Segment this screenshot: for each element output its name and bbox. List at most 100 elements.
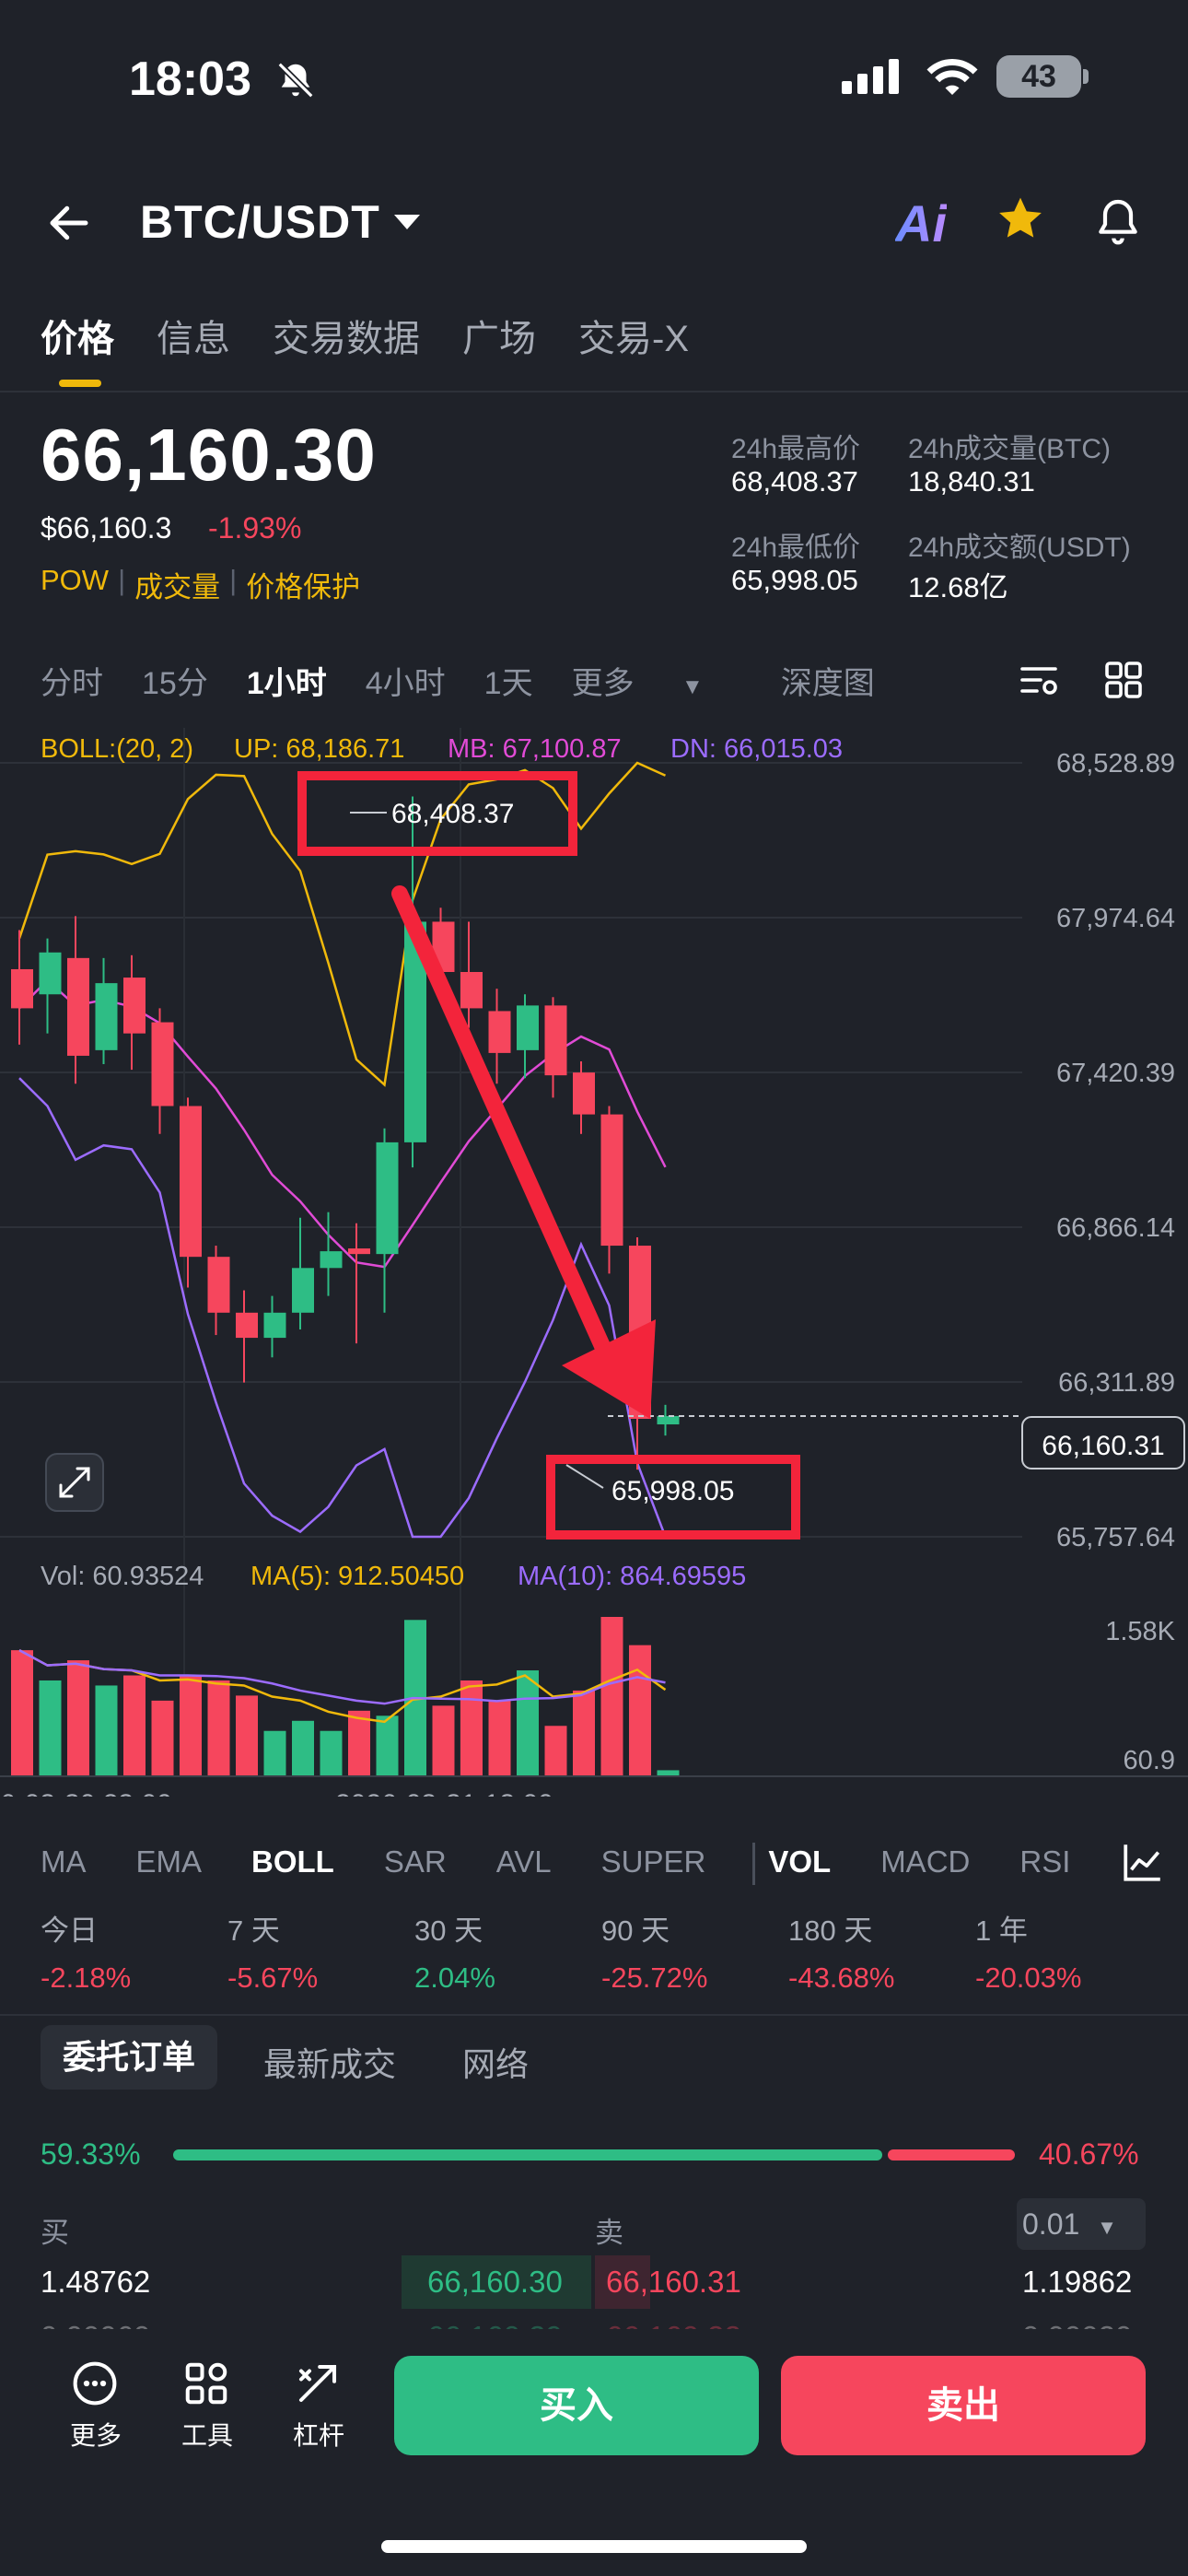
red-arrow-head	[562, 1319, 656, 1419]
volume-bar	[263, 1730, 286, 1776]
ind-super[interactable]: SUPER	[600, 1844, 706, 1879]
interval-1h[interactable]: 1小时	[246, 666, 327, 701]
trading-pair-title[interactable]: BTC/USDT	[140, 196, 380, 248]
tab-recent-trades[interactable]: 最新成交	[263, 2045, 397, 2083]
perf-value: -2.18%	[41, 1961, 132, 1994]
bid-price[interactable]: 66,160.30	[427, 2265, 563, 2299]
indicator-chart-icon[interactable]	[1120, 1839, 1166, 1885]
legend-boll: BOLL:(20, 2)	[41, 734, 193, 764]
buy-ratio-bar	[173, 2149, 882, 2160]
volume-bar	[657, 1770, 680, 1776]
bid-depth-bar	[402, 2255, 591, 2309]
perf-today: 今日 -2.18%	[41, 1907, 131, 1995]
tab-price[interactable]: 价格	[41, 319, 114, 359]
tag-price-protection[interactable]: 价格保护	[246, 571, 361, 603]
orderbook-divider	[0, 2014, 1188, 2016]
volume-bar	[600, 1617, 623, 1776]
ind-rsi[interactable]: RSI	[1019, 1844, 1071, 1879]
interval-4h[interactable]: 4小时	[365, 666, 446, 701]
ask-price[interactable]: 66,160.31	[606, 2265, 741, 2299]
volume-bar	[123, 1675, 146, 1776]
ind-avl[interactable]: AVL	[495, 1844, 552, 1879]
low-annotation: 65,998.05	[611, 1476, 734, 1506]
buy-button[interactable]: 买入	[394, 2356, 759, 2455]
candle-body	[460, 971, 483, 1009]
ask-qty[interactable]: 1.19862	[1022, 2265, 1133, 2299]
precision-select[interactable]: 0.01 ▼	[1017, 2198, 1146, 2250]
legend-boll-up: UP: 68,186.71	[234, 734, 404, 764]
volume-bar	[207, 1680, 230, 1776]
ind-ma[interactable]: MA	[41, 1844, 87, 1879]
x-tick-1: 2026-03-31 13:00	[335, 1789, 553, 1797]
volume-bar	[236, 1695, 258, 1776]
candle-body	[657, 1415, 680, 1425]
volume-bar	[629, 1645, 651, 1776]
interval-15m[interactable]: 15分	[142, 666, 208, 701]
candle-body	[95, 983, 118, 1050]
chart-grid	[0, 728, 1022, 1776]
interval-timeline[interactable]: 分时	[41, 666, 103, 701]
tag-pow[interactable]: POW	[41, 564, 110, 596]
volume-bar	[95, 1685, 118, 1776]
sell-column-label: 卖	[595, 2217, 623, 2249]
interval-depth-chart[interactable]: 深度图	[780, 666, 875, 701]
interval-more[interactable]: 更多 ▼	[572, 658, 742, 703]
pair-dropdown-icon[interactable]	[394, 215, 420, 229]
tab-trade-x[interactable]: 交易-X	[578, 319, 689, 359]
volume-bar	[376, 1715, 399, 1776]
volume-bar	[39, 1680, 62, 1776]
ind-boll[interactable]: BOLL	[251, 1844, 334, 1879]
precision-value: 0.01	[1022, 2207, 1080, 2241]
bid-qty[interactable]: 1.48762	[41, 2265, 151, 2299]
tab-order-book[interactable]: 委托订单	[41, 2025, 217, 2090]
y-tick: 66,866.14	[1056, 1213, 1175, 1243]
perf-label: 30 天	[414, 1914, 483, 1947]
volume-bar	[432, 1705, 455, 1776]
sell-button[interactable]: 卖出	[781, 2356, 1146, 2455]
interval-1d[interactable]: 1天	[483, 666, 533, 701]
bell-off-icon	[277, 62, 314, 99]
alert-bell-icon[interactable]	[1092, 195, 1144, 247]
tab-info[interactable]: 信息	[157, 319, 230, 359]
tools-label[interactable]: 工具	[181, 2421, 234, 2450]
volume-bar	[67, 1660, 89, 1776]
back-arrow-icon[interactable]	[44, 198, 94, 248]
ind-macd[interactable]: MACD	[880, 1844, 971, 1879]
battery-indicator: 43	[996, 55, 1081, 98]
legend-boll-mb: MB: 67,100.87	[448, 734, 622, 764]
candle-body	[376, 1142, 399, 1255]
tab-trading-data[interactable]: 交易数据	[273, 319, 420, 359]
perf-1y: 1 年 -20.03%	[975, 1907, 1081, 1995]
candle-body	[151, 1022, 174, 1107]
high-highlight-box	[297, 771, 577, 856]
performance-row: 今日 -2.18% 7 天 -5.67% 30 天 2.04% 90 天 -25.72%…	[0, 1907, 1188, 1999]
candle-body	[517, 1005, 539, 1050]
candle-body	[348, 1248, 370, 1255]
home-indicator	[381, 2540, 807, 2553]
layout-grid-icon[interactable]	[1101, 658, 1146, 702]
candle-body	[600, 1114, 623, 1247]
more-icon[interactable]	[70, 2359, 120, 2408]
volume-bar	[292, 1720, 314, 1776]
tag-volume[interactable]: 成交量	[134, 571, 221, 603]
indicator-divider	[752, 1843, 755, 1885]
stat-volume-value: 18,840.31	[908, 465, 1035, 498]
volume-bar	[517, 1670, 539, 1776]
more-label[interactable]: 更多	[70, 2421, 122, 2450]
ai-assistant-button[interactable]: Ai	[895, 194, 947, 252]
favorite-star-icon[interactable]	[995, 193, 1046, 245]
leverage-icon[interactable]	[293, 2359, 343, 2408]
tools-icon[interactable]	[181, 2359, 231, 2408]
chart-settings-icon[interactable]	[1017, 658, 1061, 702]
ind-vol[interactable]: VOL	[768, 1844, 832, 1879]
ind-ema[interactable]: EMA	[135, 1844, 203, 1879]
leverage-label[interactable]: 杠杆	[293, 2421, 345, 2450]
perf-7d: 7 天 -5.67%	[227, 1907, 318, 1995]
ind-sar[interactable]: SAR	[383, 1844, 447, 1879]
tab-network[interactable]: 网络	[462, 2045, 530, 2083]
tabs-divider	[0, 391, 1188, 392]
perf-label: 90 天	[601, 1914, 670, 1947]
tab-square[interactable]: 广场	[462, 319, 536, 359]
kline-chart[interactable]: BOLL:(20, 2) UP: 68,186.71 MB: 67,100.87…	[0, 719, 1188, 1797]
vol-ma10-line	[18, 1649, 666, 1705]
